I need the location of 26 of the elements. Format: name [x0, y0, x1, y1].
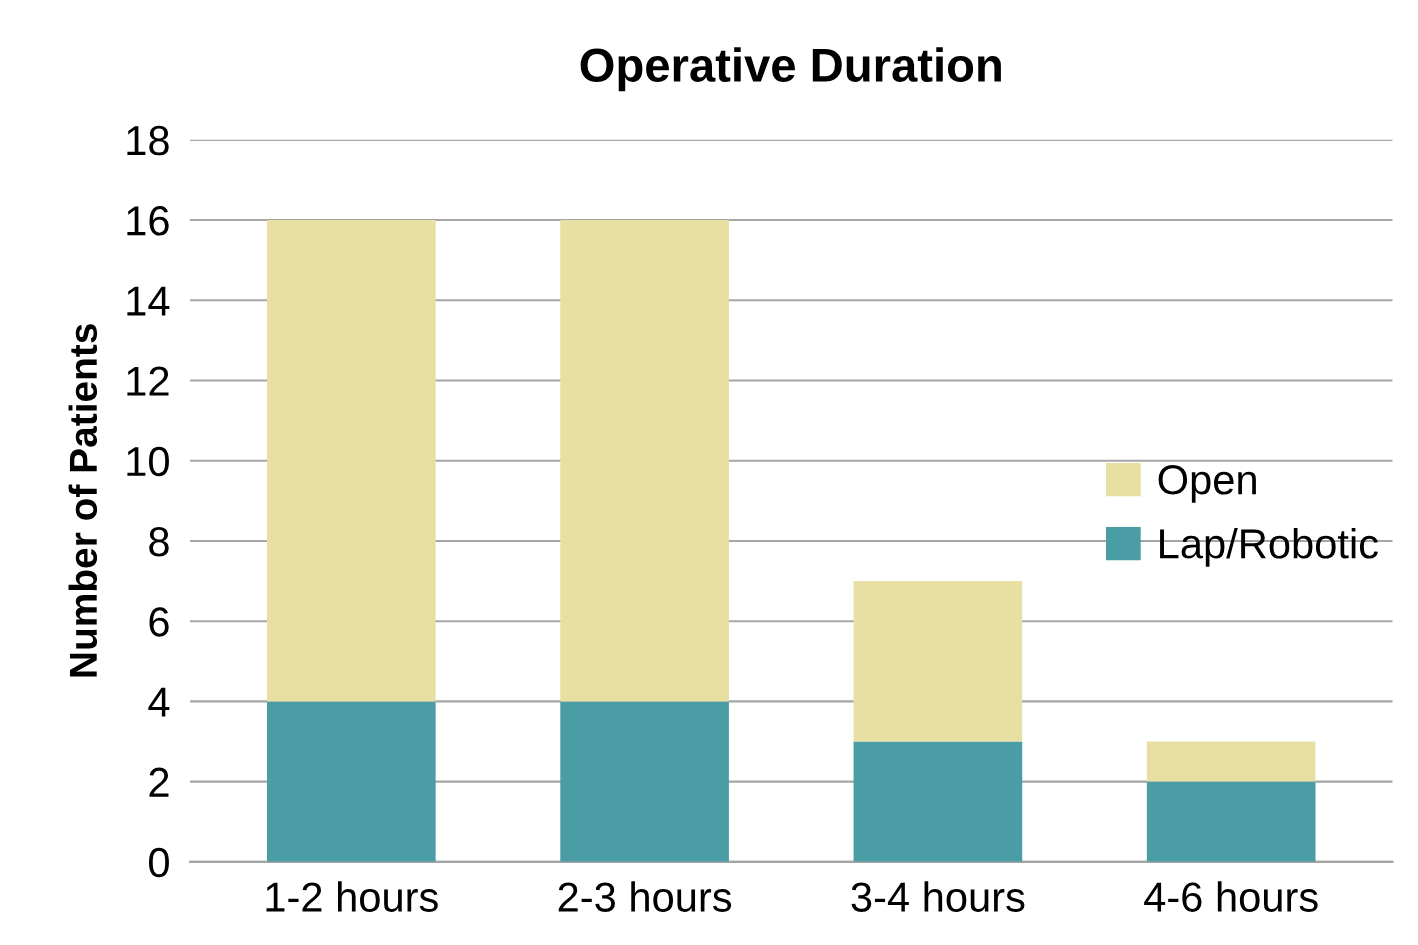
- chart-title: Operative Duration: [580, 47, 1001, 92]
- bar: [267, 220, 436, 702]
- bar: [1146, 781, 1316, 862]
- y-tick-label: 6: [149, 607, 169, 637]
- y-tick-label: 18: [127, 125, 169, 156]
- legend-label: Lap/Robotic: [1160, 528, 1378, 567]
- y-tick-label: 16: [127, 206, 169, 236]
- x-tick-label: 1-2 hours: [266, 881, 438, 912]
- y-tick-label: 14: [127, 286, 170, 316]
- y-tick-label: 12: [127, 366, 169, 396]
- bar: [560, 220, 729, 702]
- y-axis-title: Number of Patients: [68, 324, 98, 677]
- y-tick-label: 10: [127, 446, 169, 477]
- bar: [853, 741, 1023, 862]
- y-tick-label: 4: [148, 687, 170, 717]
- x-tick-label: 2-3 hours: [558, 881, 732, 912]
- bar: [853, 581, 1023, 742]
- x-tick-label: 4-6 hours: [1144, 881, 1318, 912]
- y-tick-label: 0: [149, 847, 169, 878]
- bar: [1146, 741, 1316, 782]
- bar: [267, 701, 436, 862]
- y-tick-label: 2: [149, 767, 169, 797]
- x-tick-label: 3-4 hours: [851, 881, 1025, 912]
- y-tick-label: 8: [149, 526, 169, 557]
- bar: [560, 701, 729, 862]
- legend-label: Open: [1158, 465, 1256, 503]
